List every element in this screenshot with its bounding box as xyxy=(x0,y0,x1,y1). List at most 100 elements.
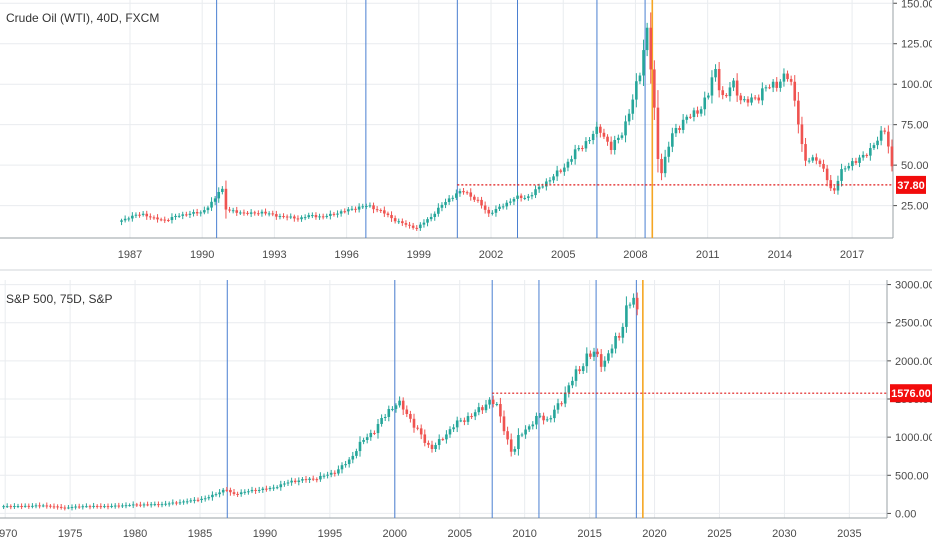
candle-body xyxy=(350,208,354,210)
candle-body xyxy=(185,501,189,503)
candle-body xyxy=(685,116,689,120)
candle-body xyxy=(843,168,847,170)
candle-body xyxy=(483,205,487,210)
candle-body xyxy=(235,210,239,213)
candle-body xyxy=(329,213,332,216)
candle-body xyxy=(70,507,74,509)
candle-body xyxy=(401,400,405,410)
candle-body xyxy=(157,504,160,506)
candle-body xyxy=(103,506,106,508)
candle-body xyxy=(49,505,52,507)
candle-body xyxy=(861,154,865,158)
candle-body xyxy=(573,149,577,160)
candle-body xyxy=(268,487,272,490)
candle-body xyxy=(195,212,199,214)
candle-body xyxy=(182,501,185,503)
candle-body xyxy=(459,420,463,422)
candle-body xyxy=(203,210,206,213)
candle-body xyxy=(138,214,141,216)
y-tick-label: 100.00 xyxy=(901,79,932,91)
candle-body xyxy=(451,197,455,199)
candle-body xyxy=(152,217,156,219)
candle-body xyxy=(473,412,477,417)
candle-body xyxy=(409,413,412,419)
candle-body xyxy=(315,479,319,481)
candle-body xyxy=(210,201,213,208)
candle-body xyxy=(376,423,380,434)
candle-body xyxy=(872,145,876,149)
candle-body xyxy=(293,216,296,219)
candle-body xyxy=(229,489,232,493)
candle-body xyxy=(275,487,279,489)
candle-body xyxy=(149,216,152,218)
candle-body xyxy=(308,478,311,480)
candle-body xyxy=(570,159,573,162)
candle-body xyxy=(476,199,480,201)
candle-body xyxy=(578,369,581,372)
candle-body xyxy=(278,216,282,218)
candle-body xyxy=(566,161,570,168)
candle-body xyxy=(591,133,595,141)
candle-body xyxy=(13,506,16,508)
candle-body xyxy=(171,502,175,504)
candle-body xyxy=(419,224,422,229)
candle-body xyxy=(710,77,714,96)
candle-body xyxy=(153,504,157,506)
candle-body xyxy=(728,87,732,97)
candle-body xyxy=(545,181,548,187)
candle-body xyxy=(412,418,416,428)
candle-body xyxy=(818,160,822,164)
candle-body xyxy=(531,424,535,427)
candle-body xyxy=(5,506,9,508)
candle-body xyxy=(355,451,358,456)
candle-body xyxy=(477,407,481,413)
candle-body xyxy=(534,189,537,196)
candle-body xyxy=(163,219,167,221)
x-tick-label: 1987 xyxy=(118,249,142,261)
x-tick-label: 1980 xyxy=(123,528,147,540)
candle-body xyxy=(656,107,660,159)
y-tick-label: 500.00 xyxy=(895,470,929,482)
candle-body xyxy=(242,212,246,214)
candle-body xyxy=(261,488,265,490)
candle-body xyxy=(149,504,153,506)
candle-body xyxy=(214,494,218,496)
candle-body xyxy=(383,416,387,418)
candle-body xyxy=(606,136,609,142)
candle-body xyxy=(854,161,858,163)
candle-body xyxy=(337,469,340,474)
candle-body xyxy=(487,209,491,214)
candle-body xyxy=(757,97,761,101)
candle-body xyxy=(499,404,502,417)
candle-body xyxy=(386,213,390,216)
candle-body xyxy=(188,213,192,215)
candle-body xyxy=(246,212,249,214)
candle-body xyxy=(609,141,613,150)
candle-body xyxy=(142,504,146,506)
candle-body xyxy=(470,416,473,418)
candle-body xyxy=(632,297,635,305)
candle-body xyxy=(786,73,789,80)
candle-body xyxy=(505,202,509,207)
candle-body xyxy=(681,119,685,130)
candle-body xyxy=(501,206,505,208)
candle-body xyxy=(628,304,632,306)
candle-body xyxy=(231,210,235,212)
candle-body xyxy=(67,507,70,509)
candle-body xyxy=(825,168,829,181)
candle-body xyxy=(340,465,344,470)
candle-body xyxy=(498,206,501,209)
y-tick-label: 2500.00 xyxy=(895,318,932,330)
candle-body xyxy=(617,336,621,338)
candle-body xyxy=(321,216,325,218)
candle-body xyxy=(110,505,113,507)
candle-body xyxy=(411,225,415,228)
candle-body xyxy=(322,475,326,477)
x-tick-label: 2015 xyxy=(577,528,601,540)
candle-body xyxy=(607,353,610,361)
candle-body xyxy=(581,366,585,372)
candle-body xyxy=(362,440,365,442)
candle-body xyxy=(74,506,77,508)
candle-body xyxy=(9,506,13,508)
candle-body xyxy=(368,205,372,207)
